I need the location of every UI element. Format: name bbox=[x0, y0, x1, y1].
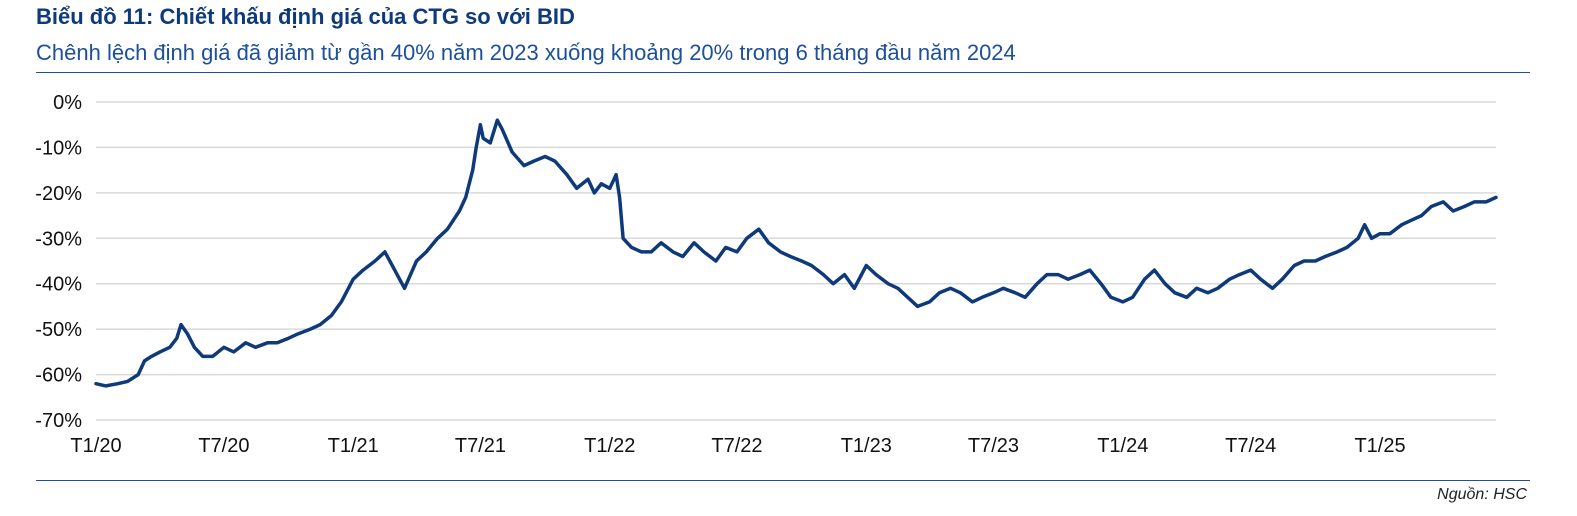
x-tick-label: T1/22 bbox=[584, 435, 635, 457]
top-divider bbox=[36, 72, 1530, 73]
x-tick-label: T1/25 bbox=[1354, 435, 1405, 457]
x-tick-label: T7/20 bbox=[198, 435, 249, 457]
x-tick-label: T1/21 bbox=[328, 435, 379, 457]
y-tick-label: -30% bbox=[35, 228, 82, 250]
series-line bbox=[94, 118, 1498, 388]
y-tick-label: -70% bbox=[35, 410, 82, 432]
y-tick-label: -50% bbox=[35, 319, 82, 341]
x-tick-label: T1/24 bbox=[1097, 435, 1148, 457]
x-tick-label: T7/23 bbox=[968, 435, 1019, 457]
y-tick-label: -40% bbox=[35, 274, 82, 296]
x-tick-label: T7/24 bbox=[1225, 435, 1276, 457]
x-tick-label: T1/20 bbox=[70, 435, 121, 457]
y-tick-label: 0% bbox=[53, 92, 82, 114]
chart-title: Biểu đồ 11: Chiết khấu định giá của CTG … bbox=[36, 4, 575, 29]
bottom-divider bbox=[36, 480, 1530, 481]
x-tick-label: T7/21 bbox=[455, 435, 506, 457]
x-tick-label: T7/22 bbox=[711, 435, 762, 457]
y-tick-label: -60% bbox=[35, 365, 82, 387]
y-tick-label: -20% bbox=[35, 183, 82, 205]
y-tick-label: -10% bbox=[35, 137, 82, 159]
x-tick-label: T1/23 bbox=[841, 435, 892, 457]
chart-subtitle: Chênh lệch định giá đã giảm từ gần 40% n… bbox=[36, 40, 1016, 65]
source-note: Nguồn: HSC bbox=[1437, 486, 1527, 503]
